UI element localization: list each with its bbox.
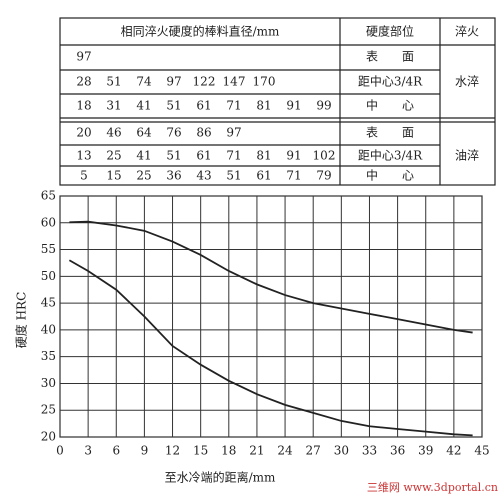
x-tick-label: 33 xyxy=(362,444,377,458)
diameter: 31 xyxy=(106,99,121,113)
x-tick-label: 30 xyxy=(334,444,349,458)
y-tick-label: 20 xyxy=(41,430,56,444)
x-tick-label: 39 xyxy=(418,444,433,458)
x-tick-label: 42 xyxy=(446,444,461,458)
table-border xyxy=(59,17,496,186)
y-tick-label: 25 xyxy=(41,403,56,417)
diameter: 97 xyxy=(76,50,91,64)
table-header: 淬火 xyxy=(455,24,479,39)
diameter: 61 xyxy=(196,149,211,163)
diameter: 5 xyxy=(80,169,88,183)
x-tick-label: 45 xyxy=(474,444,489,458)
diameter: 76 xyxy=(166,126,181,140)
diameter: 71 xyxy=(226,149,241,163)
x-tick-label: 12 xyxy=(165,444,180,458)
diameter: 51 xyxy=(166,149,181,163)
table-header: 硬度部位 xyxy=(366,24,414,39)
position: 表 面 xyxy=(366,126,414,140)
diameter: 91 xyxy=(286,149,301,163)
diameter: 46 xyxy=(106,126,121,140)
x-tick-label: 3 xyxy=(84,444,92,458)
diameter: 122 xyxy=(193,75,216,89)
diameter: 41 xyxy=(136,99,151,113)
position: 中 心 xyxy=(366,168,414,183)
y-tick-label: 30 xyxy=(41,376,56,390)
x-tick-label: 24 xyxy=(277,444,293,458)
plot-frame xyxy=(59,195,483,438)
diameter: 71 xyxy=(286,169,301,183)
y-tick-label: 35 xyxy=(41,349,56,363)
diameter: 147 xyxy=(223,75,246,89)
diameter: 86 xyxy=(196,126,211,140)
diameter: 51 xyxy=(226,169,241,183)
x-tick-label: 15 xyxy=(193,444,208,458)
diameter: 51 xyxy=(166,99,181,113)
diameter: 79 xyxy=(316,169,331,183)
x-tick-label: 18 xyxy=(221,444,236,458)
diameter: 81 xyxy=(256,99,271,113)
position: 中 心 xyxy=(366,98,414,113)
y-tick-label: 40 xyxy=(41,322,56,336)
diameter: 15 xyxy=(106,169,121,183)
y-tick-label: 65 xyxy=(41,189,56,203)
x-tick-label: 21 xyxy=(249,444,264,458)
diameter: 64 xyxy=(136,126,152,140)
y-axis-label: 硬度 HRC xyxy=(14,292,29,349)
diameter: 91 xyxy=(286,99,301,113)
quench-type: 水淬 xyxy=(455,74,479,89)
diameter: 25 xyxy=(136,169,151,183)
diameter: 41 xyxy=(136,149,151,163)
diameter: 43 xyxy=(196,169,211,183)
x-axis-label: 至水冷端的距离/mm xyxy=(165,470,276,485)
diameter: 97 xyxy=(166,75,181,89)
y-tick-label: 50 xyxy=(41,269,56,283)
diameter: 170 xyxy=(253,75,276,89)
diameter: 13 xyxy=(76,149,91,163)
curve xyxy=(68,259,473,437)
diameter: 61 xyxy=(256,169,271,183)
x-tick-label: 27 xyxy=(306,444,321,458)
position: 距中心3/4R xyxy=(358,74,423,89)
diameter: 36 xyxy=(166,169,181,183)
watermark: 三维网 www.3dportal.cn xyxy=(367,481,498,494)
curve xyxy=(69,220,473,334)
diameter: 71 xyxy=(226,99,241,113)
x-tick-label: 9 xyxy=(141,444,149,458)
diameter: 81 xyxy=(256,149,271,163)
diameter: 51 xyxy=(106,75,121,89)
position: 表 面 xyxy=(366,50,414,64)
x-tick-label: 0 xyxy=(56,444,64,458)
x-tick-label: 6 xyxy=(112,444,120,458)
diameter: 25 xyxy=(106,149,121,163)
position: 距中心3/4R xyxy=(358,148,423,163)
diameter: 20 xyxy=(76,126,91,140)
diameter: 61 xyxy=(196,99,211,113)
diameter: 28 xyxy=(76,75,91,89)
y-tick-label: 55 xyxy=(41,242,56,256)
y-tick-label: 60 xyxy=(41,215,56,229)
diameter: 97 xyxy=(226,126,241,140)
y-tick-label: 45 xyxy=(41,296,56,310)
diameter: 74 xyxy=(136,75,152,89)
diameter: 99 xyxy=(316,99,331,113)
diameter: 102 xyxy=(313,149,336,163)
quench-type: 油淬 xyxy=(455,148,479,163)
diameter: 18 xyxy=(76,99,91,113)
table-header: 相同淬火硬度的棒料直径/mm xyxy=(121,24,280,39)
x-tick-label: 36 xyxy=(390,444,405,458)
